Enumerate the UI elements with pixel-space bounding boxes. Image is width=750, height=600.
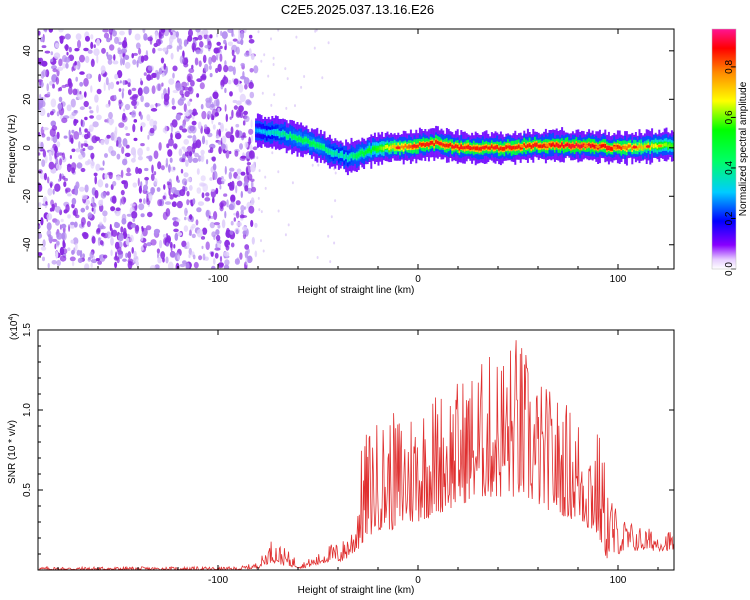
colorbar: 0.00.20.40.60.8 Normalized spectral ampl… xyxy=(711,28,749,276)
colorbar-frame xyxy=(711,28,737,270)
spectrogram-ytick-label: 40 xyxy=(22,45,33,57)
snr-multiplier-exponent: 4 xyxy=(8,317,15,321)
snr-ytick-label: 1.0 xyxy=(22,403,33,417)
snr-ytick-label: 1.5 xyxy=(22,323,33,337)
snr-xlabel: Height of straight line (km) xyxy=(298,585,415,596)
colorbar-tick-label: 0.4 xyxy=(724,161,735,175)
spectrogram-frame xyxy=(37,28,675,270)
snr-multiplier-base: (x10 xyxy=(9,320,20,340)
snr-ylabel: SNR (10 * v/v) xyxy=(7,420,18,484)
spectrogram-plot-area xyxy=(38,29,674,269)
spectrogram-xlabel: Height of straight line (km) xyxy=(298,285,415,296)
colorbar-gradient xyxy=(712,29,736,269)
spectrogram-xtick-label: 0 xyxy=(415,274,421,285)
colorbar-axes: 0.00.20.40.60.8 xyxy=(711,28,737,276)
spectrogram-xtick-label: -100 xyxy=(208,274,228,285)
snr-ytick-label: 0.5 xyxy=(22,483,33,497)
spectrogram-ytick-label: -40 xyxy=(22,237,33,252)
spectrogram-ytick-label: -20 xyxy=(22,189,33,204)
snr-frame xyxy=(37,329,675,571)
snr-panel: -100 0 100 0.5 1.0 1.5 Height of straight lin… xyxy=(7,313,675,596)
colorbar-tick-label: 0.2 xyxy=(724,211,735,225)
spectrogram-ytick-label: 20 xyxy=(22,93,33,105)
snr-xtick-label: 100 xyxy=(610,575,627,586)
snr-multiplier: (x104) xyxy=(8,313,20,340)
colorbar-label: Normalized spectral amplitude xyxy=(738,81,749,216)
svg-text:(x104): (x104) xyxy=(8,313,20,340)
spectrogram-xtick-label: 100 xyxy=(610,274,627,285)
colorbar-tick-label: 0.8 xyxy=(724,60,735,74)
snr-xtick-label: 0 xyxy=(415,575,421,586)
snr-series-line xyxy=(38,340,674,570)
colorbar-tick-label: 0.6 xyxy=(724,110,735,124)
spectrogram-ylabel: Frequency (Hz) xyxy=(7,115,18,184)
snr-axes: -100 0 100 0.5 1.0 1.5 xyxy=(22,323,674,586)
noise-region xyxy=(38,29,259,269)
snr-xtick-label: -100 xyxy=(208,575,228,586)
spectrogram-ytick-label: 0 xyxy=(22,145,33,151)
spectrogram-axes: -100 0 100 -40 -20 0 20 40 xyxy=(22,29,674,285)
ridge-peaks xyxy=(395,142,663,150)
chart-title: C2E5.2025.037.13.16.E26 xyxy=(280,2,435,17)
spectrogram-panel: -100 0 100 -40 -20 0 20 40 Height of straight l… xyxy=(7,28,675,296)
